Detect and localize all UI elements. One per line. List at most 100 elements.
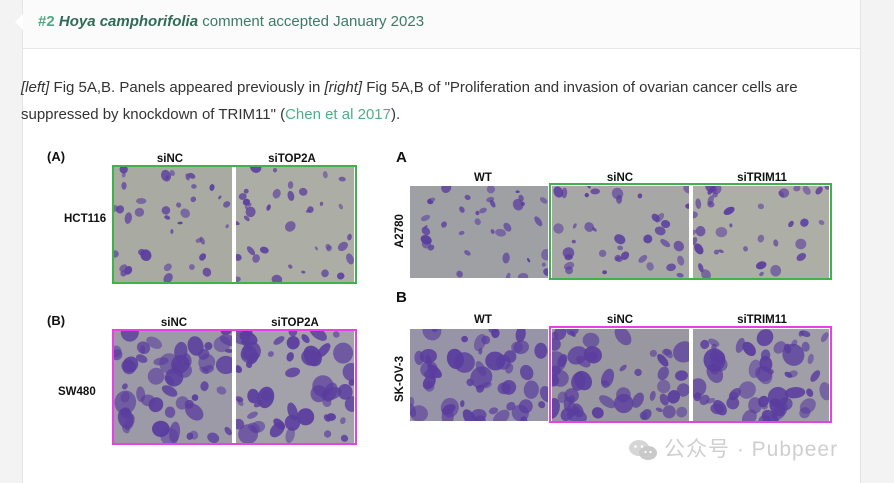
- stained-cell: [175, 396, 189, 410]
- stained-cell: [742, 341, 756, 357]
- stained-cell: [321, 269, 329, 278]
- stained-cell: [614, 234, 626, 245]
- stained-cell: [677, 255, 685, 266]
- micrograph-sw480-sinc: [114, 331, 232, 443]
- stained-cell: [706, 397, 716, 404]
- stained-cell: [611, 187, 624, 200]
- left-b-col-2: siTOP2A: [271, 317, 319, 329]
- stained-cell: [344, 396, 354, 412]
- micrograph-hct116-sitop2a: [236, 167, 354, 282]
- stained-cell: [497, 382, 511, 395]
- stained-cell: [303, 345, 322, 367]
- stained-cell: [662, 405, 676, 419]
- stained-cell: [286, 336, 300, 350]
- stained-cell: [539, 197, 548, 204]
- stained-cell: [802, 186, 811, 195]
- stained-cell: [710, 186, 722, 195]
- stained-cell: [161, 206, 171, 215]
- stained-cell: [701, 269, 711, 278]
- stained-cell: [515, 329, 526, 343]
- duplicate-frame-green-left: [112, 165, 357, 284]
- micrograph-texture: [114, 167, 231, 282]
- stained-cell: [543, 268, 548, 276]
- stained-cell: [807, 353, 814, 365]
- stained-cell: [121, 181, 127, 190]
- stained-cell: [526, 258, 531, 263]
- stained-cell: [541, 262, 546, 267]
- card-notch: [15, 14, 23, 30]
- stained-cell: [707, 201, 715, 208]
- micrograph-texture: [236, 167, 354, 282]
- stained-cell: [523, 380, 539, 399]
- citation-link[interactable]: Chen et al 2017: [285, 106, 391, 123]
- stained-cell: [557, 391, 568, 403]
- stained-cell: [695, 198, 702, 209]
- right-a-col-1: WT: [474, 172, 492, 184]
- comment-number[interactable]: #2: [38, 13, 55, 30]
- stained-cell: [260, 389, 273, 402]
- stained-cell: [337, 241, 348, 252]
- stained-cell: [657, 379, 671, 394]
- stained-cell: [272, 168, 278, 173]
- stained-cell: [420, 214, 431, 222]
- stained-cell: [185, 403, 204, 421]
- stained-cell: [552, 351, 567, 373]
- stained-cell: [267, 351, 274, 357]
- stained-cell: [338, 176, 346, 182]
- stained-cell: [565, 266, 574, 275]
- stained-cell: [489, 199, 496, 208]
- stained-cell: [515, 190, 520, 193]
- stained-cell: [259, 246, 269, 254]
- stained-cell: [176, 202, 182, 208]
- stained-cell: [246, 246, 256, 256]
- stained-cell: [243, 215, 250, 222]
- comment-header: #2 Hoya camphorifolia comment accepted J…: [23, 0, 860, 49]
- stained-cell: [723, 206, 735, 216]
- stained-cell: [726, 396, 740, 410]
- stained-cell: [646, 262, 654, 271]
- stained-cell: [195, 238, 202, 243]
- stained-cell: [187, 172, 196, 179]
- stained-cell: [474, 218, 481, 226]
- stained-cell: [271, 274, 283, 282]
- stained-cell: [136, 341, 151, 355]
- stained-cell: [800, 218, 809, 227]
- stained-cell: [218, 195, 222, 200]
- stained-cell: [598, 249, 607, 258]
- stained-cell: [441, 186, 452, 193]
- stained-cell: [273, 336, 285, 345]
- stained-cell: [517, 272, 529, 278]
- stained-cell: [714, 351, 726, 364]
- stained-cell: [248, 422, 261, 434]
- stained-cell: [756, 329, 774, 347]
- stained-cell: [164, 215, 171, 220]
- stained-cell: [124, 212, 132, 224]
- stained-cell: [199, 253, 207, 261]
- stained-cell: [159, 353, 180, 375]
- stained-cell: [322, 382, 338, 402]
- stained-cell: [634, 368, 642, 377]
- stained-cell: [552, 374, 560, 387]
- watermark: 公众号 · Pubpeer: [628, 433, 838, 463]
- stained-cell: [676, 406, 688, 418]
- stained-cell: [619, 364, 627, 372]
- stained-cell: [250, 167, 262, 173]
- stained-cell: [587, 186, 591, 189]
- stained-cell: [583, 346, 602, 364]
- stained-cell: [818, 220, 825, 225]
- stained-cell: [340, 417, 346, 425]
- micrograph-sw480-sitop2a: [236, 331, 354, 443]
- micrograph-texture: [693, 186, 829, 278]
- stained-cell: [224, 426, 232, 436]
- stained-cell: [654, 226, 666, 236]
- stained-cell: [332, 331, 340, 338]
- stained-cell: [236, 253, 242, 261]
- stained-cell: [243, 188, 249, 194]
- stained-cell: [288, 331, 298, 337]
- stained-cell: [770, 264, 782, 277]
- stained-cell: [236, 365, 243, 374]
- stained-cell: [743, 246, 748, 252]
- stained-cell: [460, 400, 465, 408]
- stained-cell: [755, 261, 767, 270]
- stained-cell: [191, 184, 197, 189]
